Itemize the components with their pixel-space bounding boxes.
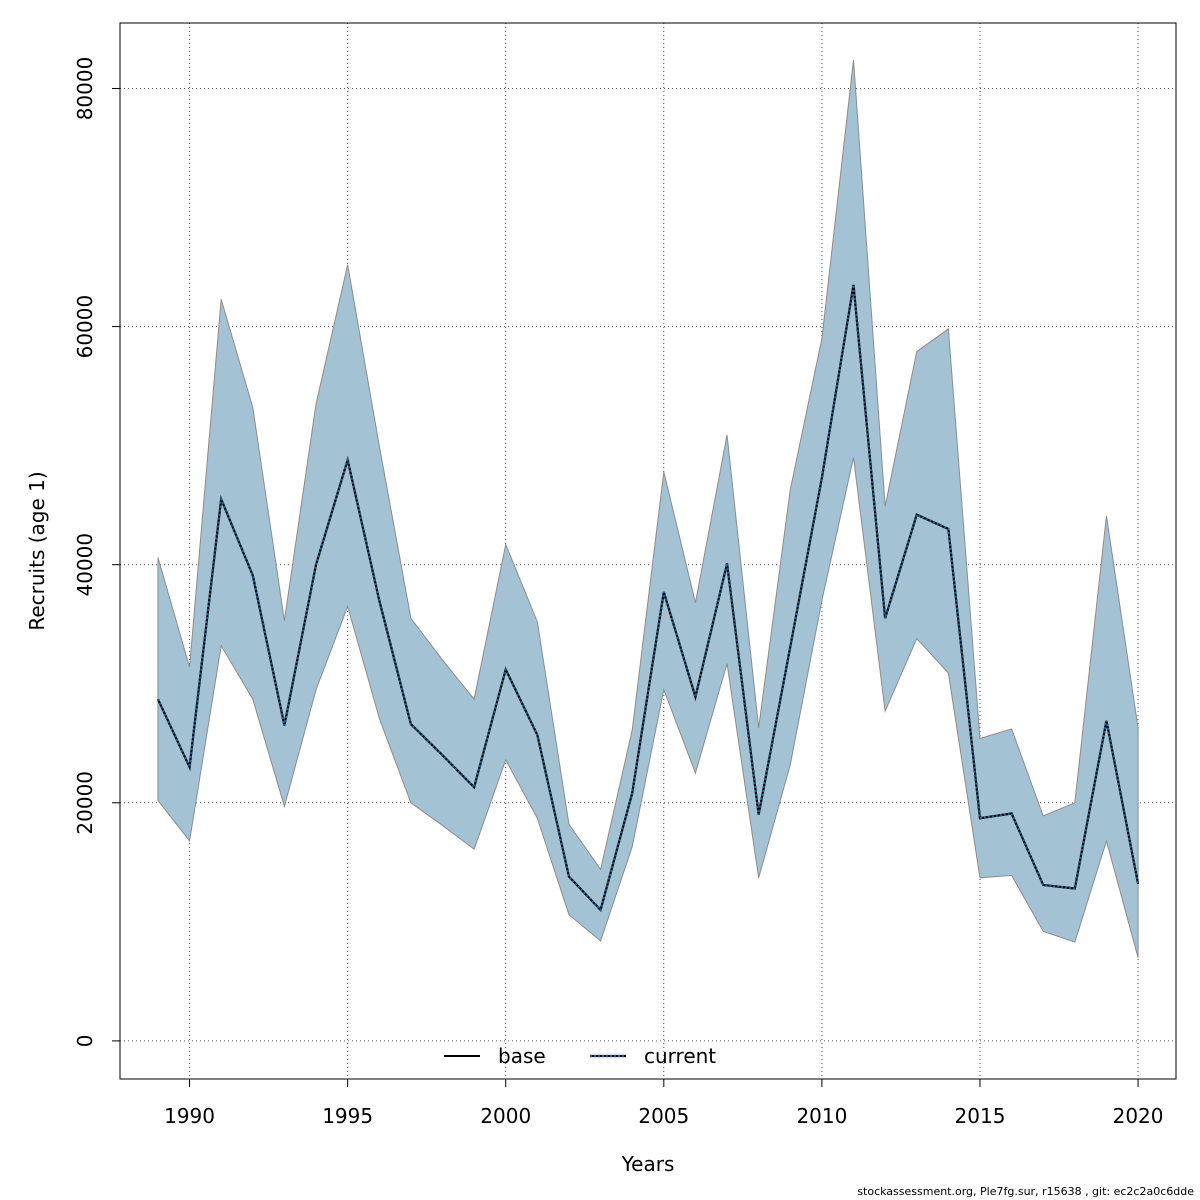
x-tick-label-2000: 2000 (480, 1104, 531, 1128)
legend: base current (444, 1044, 716, 1068)
y-axis-title: Recruits (age 1) (25, 471, 49, 630)
series-lines (156, 284, 1140, 913)
y-tick-label-80000: 80000 (73, 57, 97, 121)
x-tick-label-2010: 2010 (796, 1104, 847, 1128)
grid-lines (120, 23, 1176, 1079)
confidence-band-area (157, 59, 1139, 958)
series-line-current-shadow (156, 284, 1140, 913)
legend-label-current: current (644, 1044, 716, 1068)
x-tick-label-1990: 1990 (164, 1104, 215, 1128)
y-tick-label-40000: 40000 (73, 533, 97, 597)
plot-frame (119, 22, 1177, 1080)
y-tick-label-20000: 20000 (73, 771, 97, 835)
legend-label-base: base (498, 1044, 546, 1068)
x-tick-label-2005: 2005 (638, 1104, 689, 1128)
x-axis: 1990 1995 2000 2005 2010 2015 2020 (164, 1079, 1164, 1128)
y-axis: 0 20000 40000 60000 80000 (73, 57, 120, 1048)
footer-text: stockassessment.org, Ple7fg.sur, r15638 … (857, 1185, 1194, 1198)
x-tick-label-1995: 1995 (322, 1104, 373, 1128)
y-tick-label-60000: 60000 (73, 295, 97, 359)
x-tick-label-2020: 2020 (1113, 1104, 1164, 1128)
confidence-band (157, 59, 1139, 958)
x-axis-title: Years (621, 1152, 675, 1176)
x-tick-label-2015: 2015 (955, 1104, 1006, 1128)
y-tick-label-0: 0 (73, 1035, 97, 1048)
